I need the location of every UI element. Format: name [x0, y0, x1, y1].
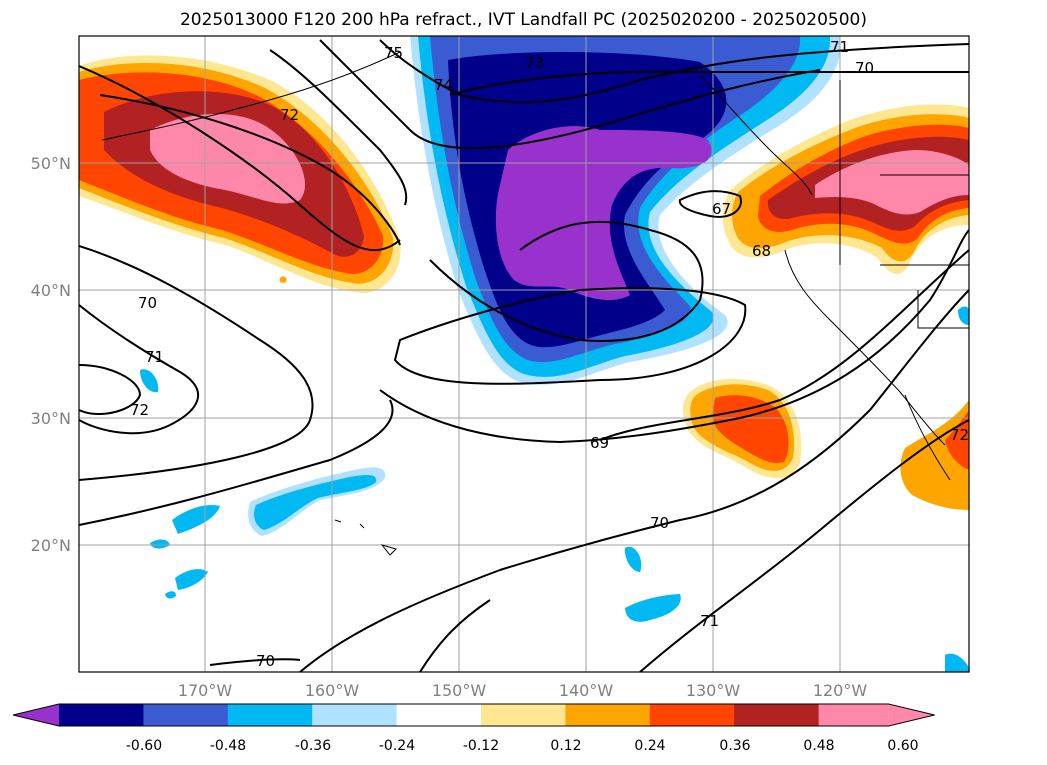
colorbar-segment	[396, 704, 482, 726]
lat-tick-label: 30°N	[31, 409, 71, 428]
contour-label: 72	[950, 426, 969, 444]
colorbar-tick-label: -0.24	[379, 738, 415, 754]
map-frame	[78, 35, 970, 673]
colorbar-segment	[481, 704, 566, 726]
lon-tick-label: 150°W	[432, 681, 487, 700]
contour-label: 67	[712, 200, 731, 218]
lon-tick-label: 140°W	[559, 681, 614, 700]
colorbar-segment	[818, 704, 889, 726]
colorbar-tick-label: 0.36	[719, 738, 750, 754]
colorbar-extend-max	[888, 704, 935, 726]
lat-tick-label: 40°N	[31, 281, 71, 300]
lon-tick-label: 130°W	[686, 681, 741, 700]
lat-tick-label: 50°N	[31, 154, 71, 173]
colorbar-tick-label: 0.48	[803, 738, 834, 754]
contour-label: 70	[650, 514, 669, 532]
contour-label: 75	[384, 44, 403, 62]
contour-label: 71	[830, 38, 849, 56]
colorbar-tick-label: 0.24	[634, 738, 665, 754]
contour-label: 72	[280, 106, 299, 124]
colorbar	[12, 703, 935, 727]
colorbar-tick-label: -0.12	[463, 738, 499, 754]
contour-label: 68	[752, 242, 771, 260]
colorbar-tick-label: -0.48	[210, 738, 246, 754]
colorbar-tick-label: -0.60	[126, 738, 162, 754]
colorbar-segment	[143, 704, 229, 726]
coastlines	[101, 51, 969, 556]
contour-label: 71	[145, 348, 164, 366]
colorbar-extend-min	[13, 704, 59, 726]
lon-tick-label: 170°W	[178, 681, 233, 700]
colorbar-segment	[59, 704, 144, 726]
colorbar-tick-label: 0.12	[550, 738, 581, 754]
colorbar-segment	[734, 704, 820, 726]
colorbar-segment	[312, 704, 398, 726]
colorbar-segment	[565, 704, 651, 726]
contour-label: 70	[855, 59, 874, 77]
lat-tick-labels: 50°N 40°N 30°N 20°N	[31, 154, 71, 555]
colorbar-tick-label: 0.60	[887, 738, 918, 754]
contour-labels: 75 74 73 71 70 72 67 68 70 71 72 69 70 7…	[130, 38, 969, 670]
lat-tick-label: 20°N	[31, 536, 71, 555]
contour-label: 72	[130, 401, 149, 419]
height-contours	[79, 39, 969, 672]
contour-label: 73	[525, 54, 544, 72]
contour-label: 70	[256, 652, 275, 670]
colorbar-tick-label: -0.36	[295, 738, 331, 754]
colorbar-segment	[227, 704, 313, 726]
contour-label: 71	[700, 612, 719, 630]
lon-tick-label: 160°W	[305, 681, 360, 700]
map-title: 2025013000 F120 200 hPa refract., IVT La…	[179, 10, 867, 30]
contour-label: 69	[590, 434, 609, 452]
contour-label: 70	[138, 294, 157, 312]
colorbar-tick-labels: -0.60 -0.48 -0.36 -0.24 -0.12 0.12 0.24 …	[126, 738, 919, 754]
lon-tick-label: 120°W	[813, 681, 868, 700]
shading-layer	[79, 36, 969, 672]
lon-tick-labels: 170°W 160°W 150°W 140°W 130°W 120°W	[178, 681, 868, 700]
contour-label: 74	[434, 76, 453, 94]
colorbar-segment	[649, 704, 735, 726]
colorbar-outline	[12, 703, 935, 727]
